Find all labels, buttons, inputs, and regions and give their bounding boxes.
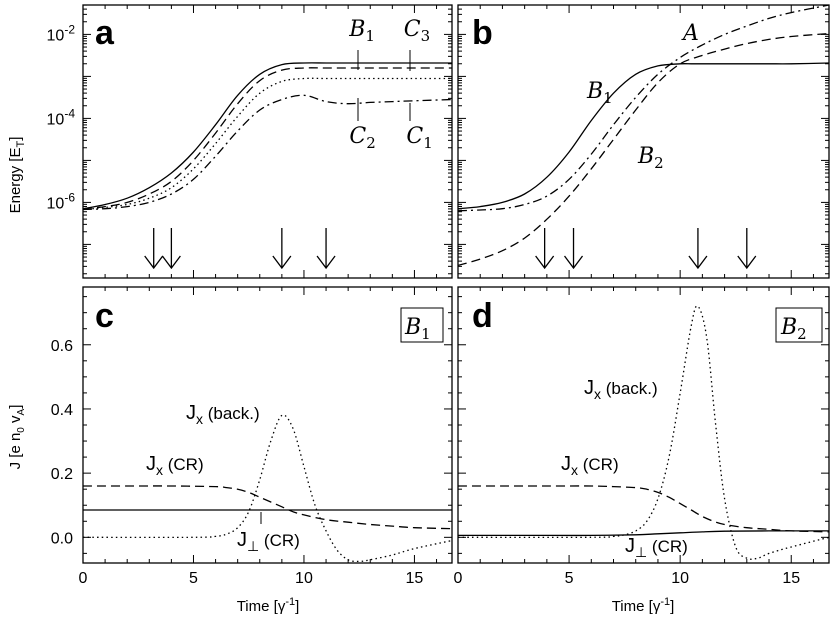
- time-axis-label-c: Time [γ-1]: [237, 596, 300, 615]
- legend-box-b1: [400, 307, 444, 343]
- y-tick-label: 0.0: [51, 530, 73, 547]
- x-tick-label: 5: [565, 570, 574, 587]
- box-label-b2: B2: [780, 315, 807, 343]
- panel-c-current-plot: 0 5 10 15 0.0 0.2 0.4 0.6 B1 Jx (back.) Jx (CR) J⊥ …: [51, 286, 453, 587]
- time-marker-arrow: [688, 228, 708, 270]
- y-tick-label: 0.6: [51, 338, 73, 355]
- time-marker-arrow: [535, 228, 555, 270]
- label-jperp-cr: J⊥ (CR): [625, 535, 688, 560]
- series-line-jx-cr-: [458, 485, 829, 533]
- time-marker-arrow: [144, 228, 164, 270]
- y-tick-label: 10-2: [47, 22, 76, 44]
- box-label-b1: B1: [404, 315, 431, 343]
- series-group: [458, 305, 829, 560]
- x-tick-label: 0: [454, 570, 463, 587]
- label-jx-back: Jx (back.): [584, 377, 658, 402]
- label-b1: B1: [348, 17, 375, 45]
- series-line-c2: [83, 77, 452, 211]
- label-c3: C3: [404, 17, 430, 45]
- legend-box-b2: [775, 307, 823, 343]
- label-b1: B1: [586, 79, 613, 107]
- series-line-jx-cr-: [83, 485, 452, 530]
- x-tick-label: 10: [295, 570, 313, 587]
- plot-frame: [457, 4, 830, 279]
- label-c2: C2: [349, 124, 375, 152]
- y-tick-label: 10-4: [47, 106, 76, 128]
- panel-d-current-plot: 0 5 10 15 B2 Jx (back.) Jx (CR) J⊥ (CR): [454, 286, 830, 587]
- panel-a-energy-plot: 10-2 10-4 10-6 B1 C3 C2 C1: [47, 4, 453, 279]
- current-axis-label: J [e n0 vA]: [7, 405, 27, 470]
- label-jx-cr: Jx (CR): [146, 453, 204, 478]
- time-marker-arrow: [316, 228, 336, 270]
- series-line-a: [458, 5, 829, 212]
- series-line-b2: [458, 32, 829, 267]
- label-b2: B2: [637, 144, 664, 172]
- series-line-c1: [83, 94, 452, 211]
- panel-letter-a: a: [95, 14, 115, 52]
- panel-letter-b: b: [472, 14, 493, 52]
- time-marker-arrow: [737, 228, 757, 270]
- series-group: [458, 5, 829, 267]
- y-tick-label: 10-6: [47, 190, 76, 212]
- plot-frame: [457, 286, 830, 564]
- y-tick-label: 0.4: [51, 402, 73, 419]
- x-tick-label: 0: [79, 570, 88, 587]
- panel-b-energy-plot: A B1 B2: [457, 4, 830, 279]
- x-tick-label: 5: [189, 570, 198, 587]
- label-jperp-cr: J⊥ (CR): [237, 529, 300, 554]
- plot-frame: [82, 4, 453, 279]
- series-line-b1: [458, 62, 829, 210]
- x-tick-label: 15: [406, 570, 424, 587]
- panel-letter-c: c: [95, 297, 114, 335]
- time-marker-arrow: [564, 228, 584, 270]
- time-marker-arrow: [272, 228, 292, 270]
- series-group: [83, 414, 452, 563]
- energy-axis-label: Energy [ET]: [7, 137, 27, 214]
- y-tick-label: 0.2: [51, 466, 73, 483]
- time-axis-label-d: Time [γ-1]: [612, 596, 675, 615]
- x-tick-label: 15: [782, 570, 800, 587]
- label-jx-back: Jx (back.): [186, 402, 260, 427]
- label-c1: C1: [406, 124, 432, 152]
- time-marker-arrow: [161, 228, 181, 270]
- x-tick-label: 10: [671, 570, 689, 587]
- label-jx-cr: Jx (CR): [561, 453, 619, 478]
- panel-letter-d: d: [472, 297, 493, 335]
- series-line-c3: [83, 67, 452, 210]
- series-line-jx-back-: [458, 305, 829, 560]
- plot-frame: [82, 286, 453, 564]
- series-group: [83, 62, 452, 211]
- series-line-b1: [83, 62, 452, 210]
- label-a: A: [681, 21, 699, 46]
- series-line-j-cr-: [458, 530, 829, 537]
